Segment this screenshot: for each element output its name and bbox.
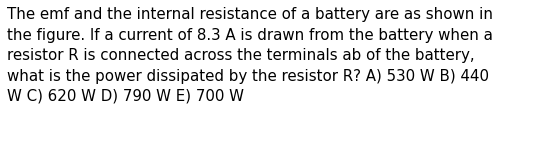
Text: The emf and the internal resistance of a battery are as shown in
the figure. If : The emf and the internal resistance of a…	[7, 7, 493, 104]
